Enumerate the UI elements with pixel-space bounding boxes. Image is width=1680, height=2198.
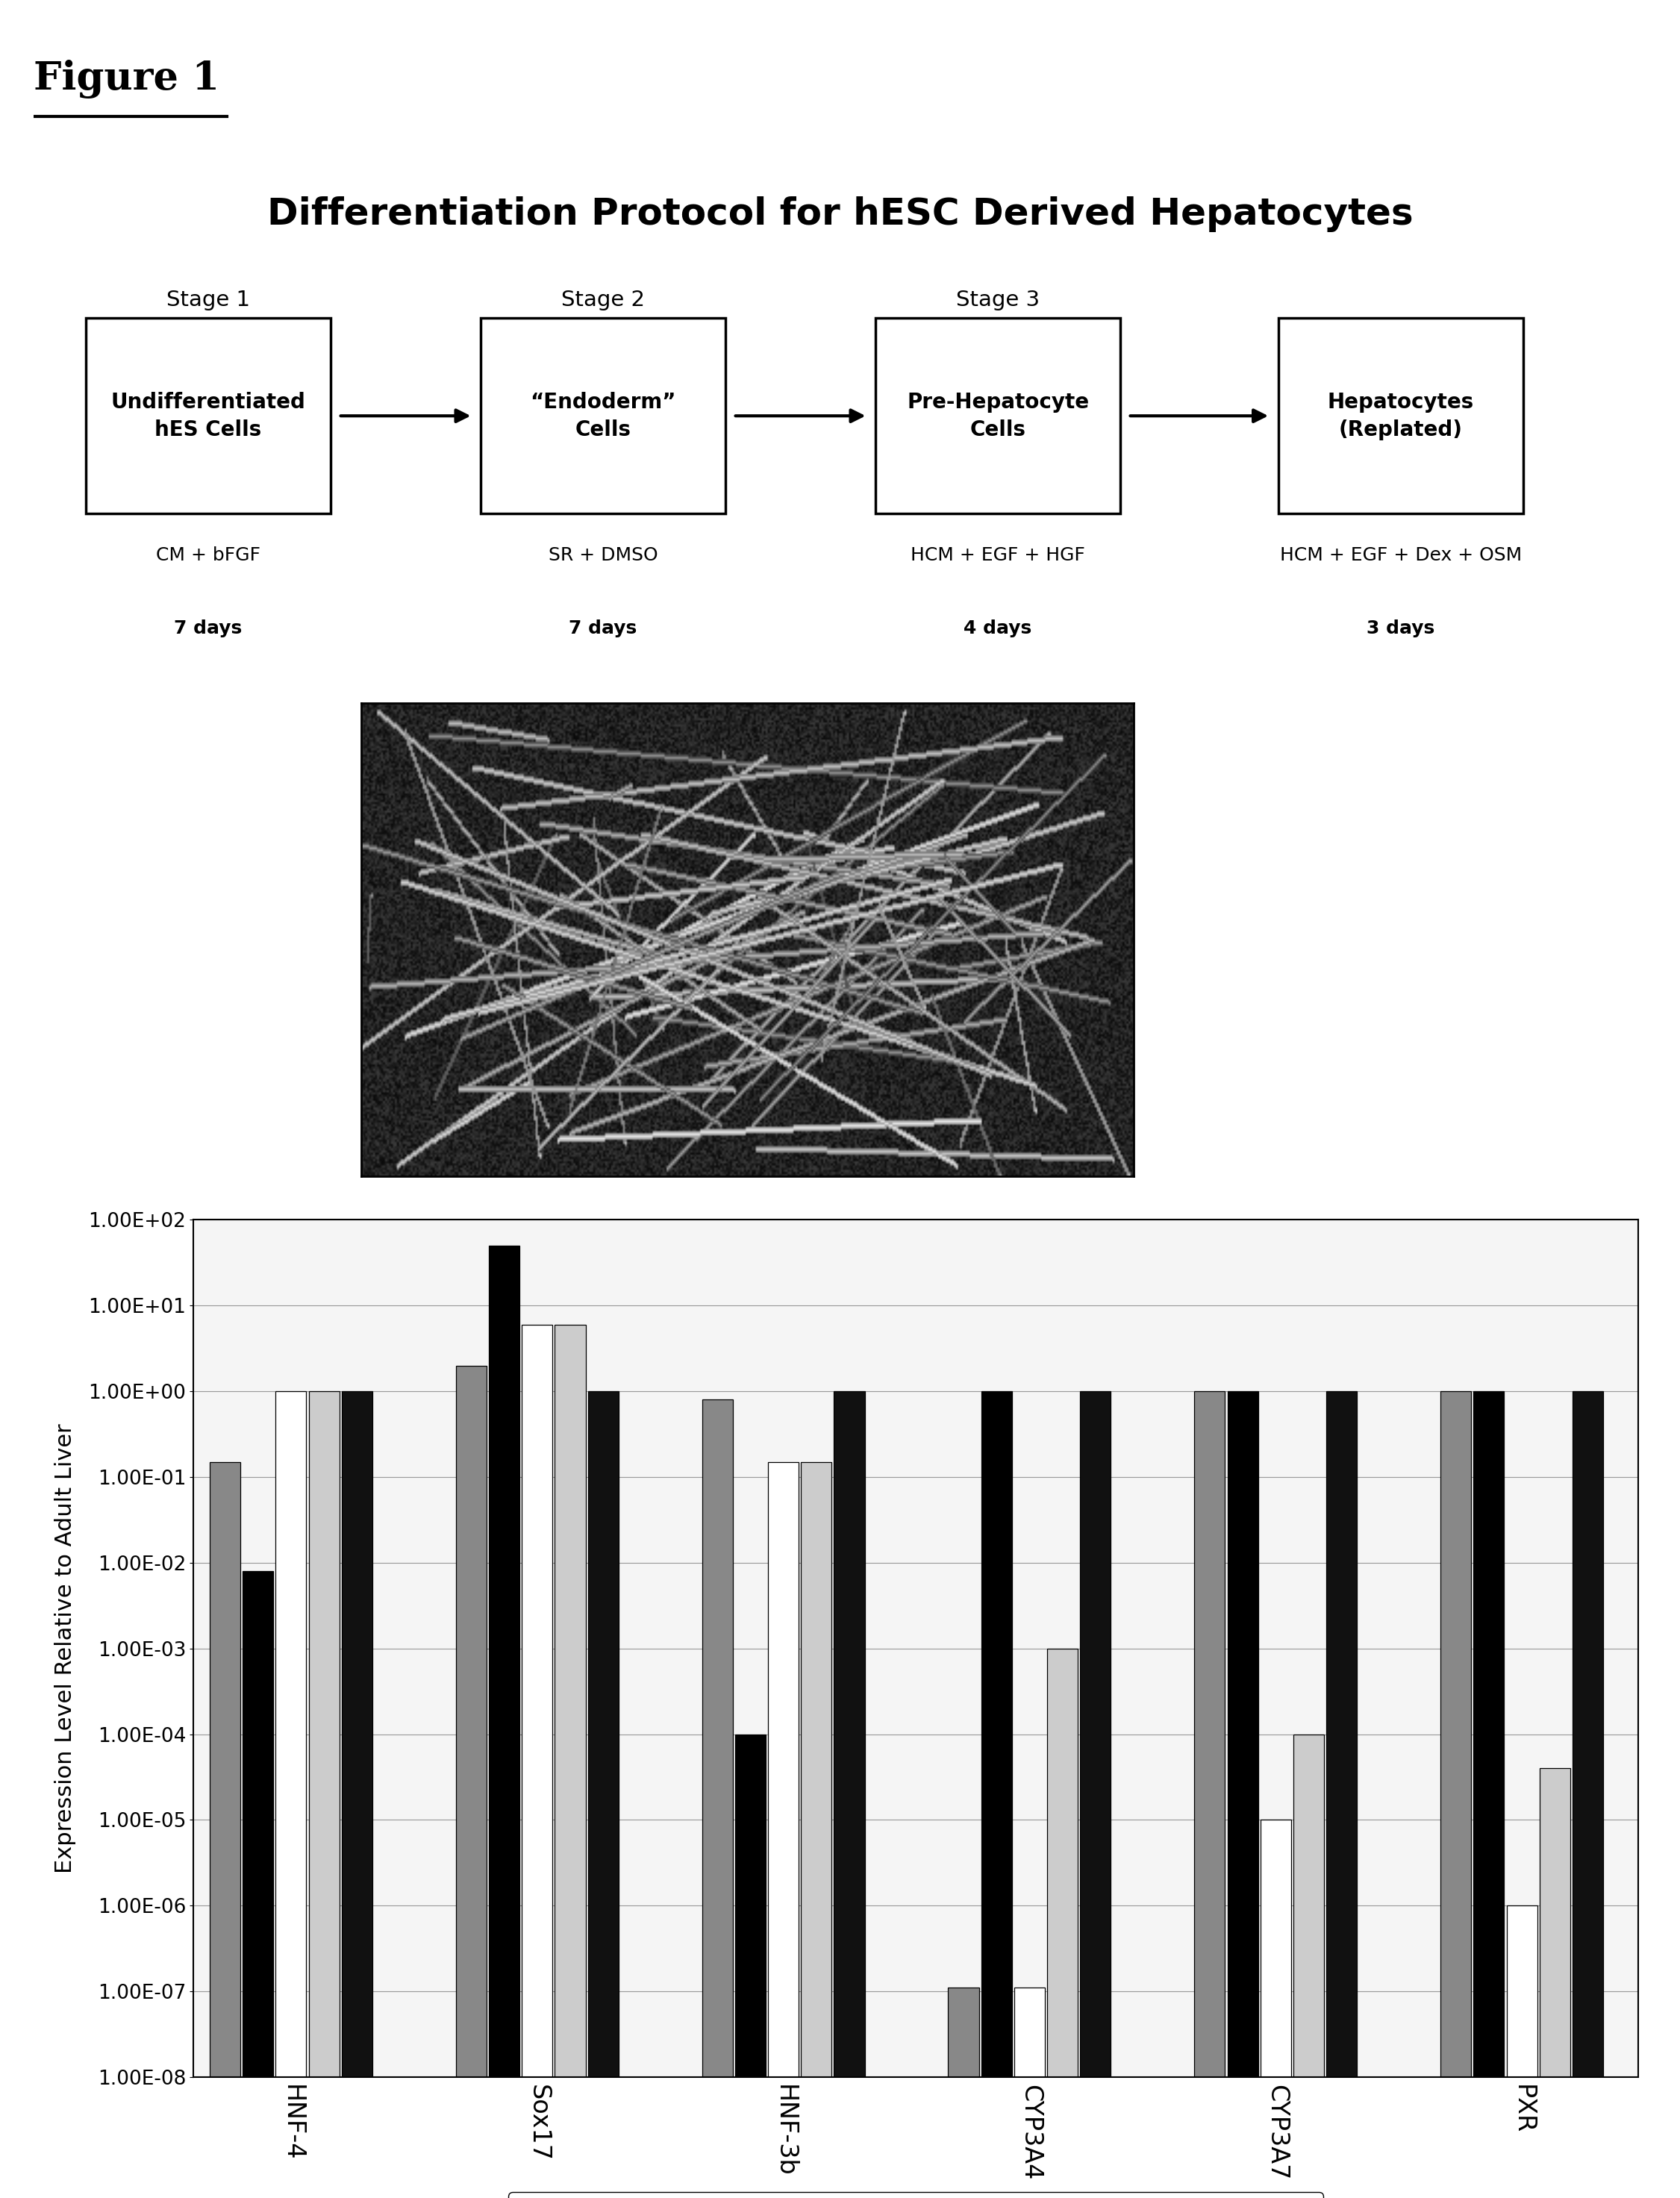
Text: Stage 2: Stage 2 — [561, 290, 645, 310]
Bar — [86, 319, 331, 514]
Text: 7 days: 7 days — [570, 620, 637, 637]
Bar — [1080, 1391, 1110, 2077]
Bar — [210, 1462, 240, 2077]
Text: Differentiation Protocol for hESC Derived Hepatocytes: Differentiation Protocol for hESC Derive… — [267, 196, 1413, 233]
Text: HCM + EGF + Dex + OSM: HCM + EGF + Dex + OSM — [1280, 545, 1522, 565]
Bar — [1572, 1391, 1603, 2077]
Y-axis label: Expression Level Relative to Adult Liver: Expression Level Relative to Adult Liver — [54, 1424, 76, 1873]
Bar — [702, 1400, 732, 2077]
Bar — [801, 1462, 832, 2077]
Bar — [554, 1325, 586, 2077]
Bar — [981, 1391, 1011, 2077]
Bar — [1194, 1391, 1225, 2077]
Bar — [242, 1572, 274, 2077]
Text: Stage 1: Stage 1 — [166, 290, 250, 310]
Bar — [1015, 1987, 1045, 2077]
Bar — [1278, 319, 1524, 514]
Bar — [276, 1391, 306, 2077]
Text: Undifferentiated
hES Cells: Undifferentiated hES Cells — [111, 391, 306, 440]
Bar — [736, 1734, 766, 2077]
Bar — [1473, 1391, 1504, 2077]
Bar — [341, 1391, 373, 2077]
Text: Stage 3: Stage 3 — [956, 290, 1040, 310]
Bar — [1047, 1648, 1079, 2077]
Text: CM + bFGF: CM + bFGF — [156, 545, 260, 565]
Bar — [522, 1325, 553, 2077]
Bar — [875, 319, 1121, 514]
Bar — [1294, 1734, 1324, 2077]
Bar — [768, 1462, 798, 2077]
Bar — [1539, 1769, 1571, 2077]
Text: 4 days: 4 days — [964, 620, 1032, 637]
Text: 7 days: 7 days — [175, 620, 242, 637]
Bar — [1228, 1391, 1258, 2077]
Bar — [1507, 1906, 1537, 2077]
Bar — [489, 1246, 519, 2077]
Text: Pre-Hepatocyte
Cells: Pre-Hepatocyte Cells — [907, 391, 1089, 440]
Bar — [1440, 1391, 1472, 2077]
Bar — [1260, 1820, 1290, 2077]
Text: Hepatocytes
(Replated): Hepatocytes (Replated) — [1327, 391, 1473, 440]
Text: SR + DMSO: SR + DMSO — [548, 545, 659, 565]
Text: Figure 1: Figure 1 — [34, 59, 220, 99]
Bar — [833, 1391, 865, 2077]
Text: “Endoderm”
Cells: “Endoderm” Cells — [531, 391, 675, 440]
Text: 3 days: 3 days — [1366, 620, 1435, 637]
Bar — [1326, 1391, 1357, 2077]
Bar — [309, 1391, 339, 2077]
Bar — [455, 1365, 487, 2077]
Bar — [948, 1987, 979, 2077]
Bar — [588, 1391, 618, 2077]
Legend: Stage I, Stage II, Stage III, Stage IV, Maturation: Stage I, Stage II, Stage III, Stage IV, … — [509, 2191, 1322, 2198]
Text: HCM + EGF + HGF: HCM + EGF + HGF — [911, 545, 1085, 565]
Bar — [480, 319, 726, 514]
